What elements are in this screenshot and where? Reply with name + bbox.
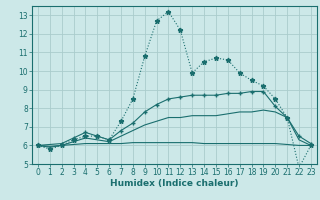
- X-axis label: Humidex (Indice chaleur): Humidex (Indice chaleur): [110, 179, 239, 188]
